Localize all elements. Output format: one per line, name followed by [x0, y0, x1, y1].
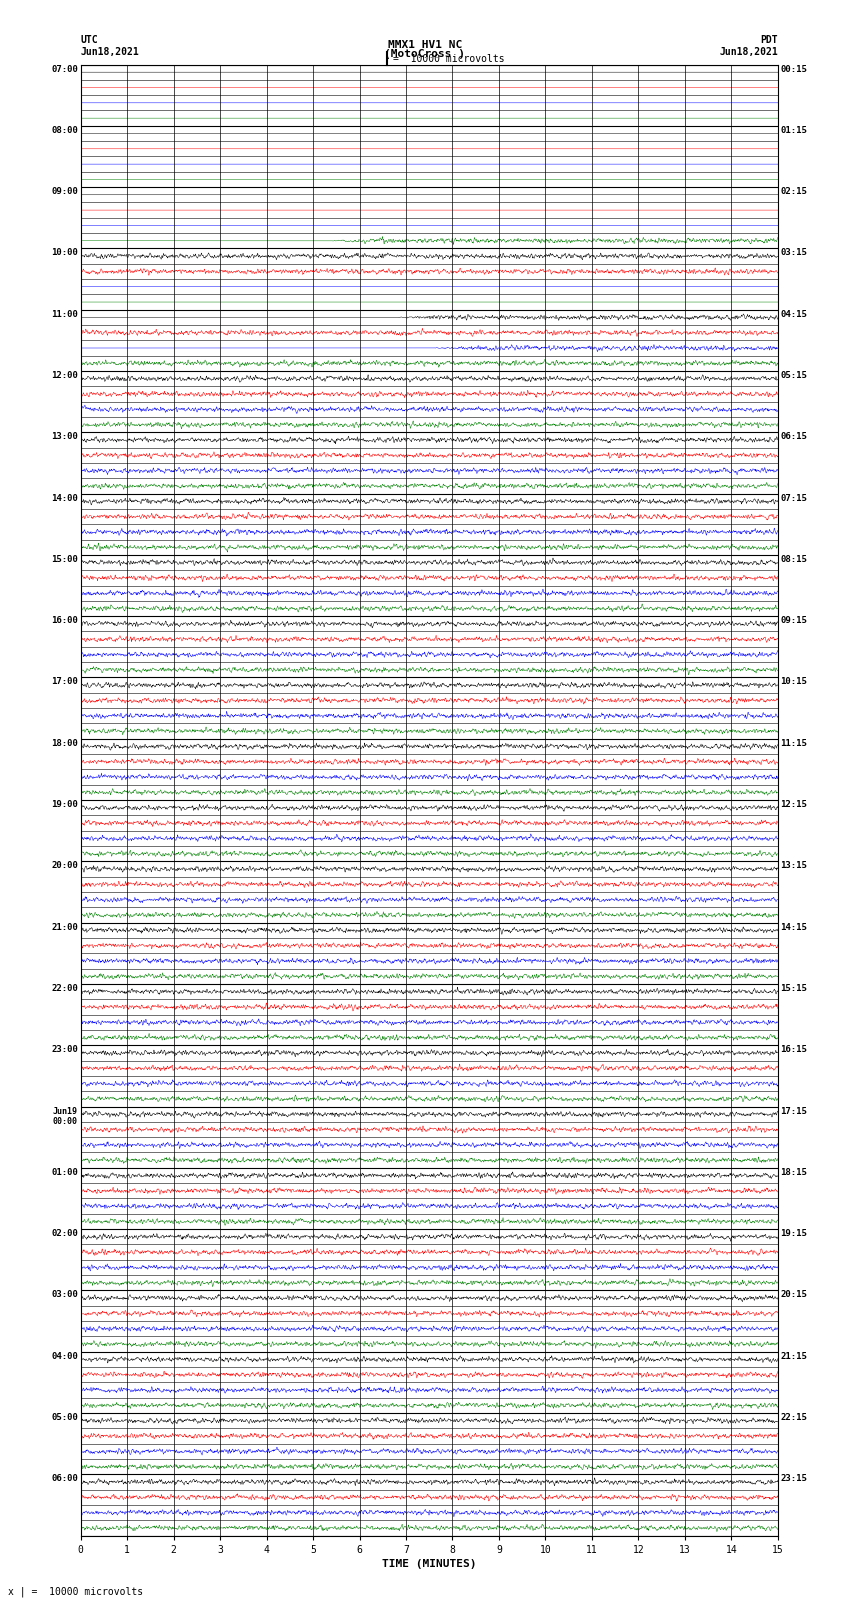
Text: 23:00: 23:00 — [51, 1045, 78, 1055]
Text: UTC: UTC — [81, 35, 99, 45]
Text: 17:00: 17:00 — [51, 677, 78, 687]
Text: 02:15: 02:15 — [780, 187, 808, 197]
Text: 01:00: 01:00 — [51, 1168, 78, 1177]
Text: 16:15: 16:15 — [780, 1045, 808, 1055]
Text: PDT: PDT — [760, 35, 778, 45]
Text: Jun18,2021: Jun18,2021 — [81, 47, 139, 56]
Text: 15:00: 15:00 — [51, 555, 78, 565]
Text: =  10000 microvolts: = 10000 microvolts — [393, 53, 504, 65]
Text: 23:15: 23:15 — [780, 1474, 808, 1484]
Text: 14:15: 14:15 — [780, 923, 808, 932]
Text: 15:15: 15:15 — [780, 984, 808, 994]
Text: 00:15: 00:15 — [780, 65, 808, 74]
Text: 07:00: 07:00 — [51, 65, 78, 74]
Text: 18:00: 18:00 — [51, 739, 78, 748]
Text: 22:15: 22:15 — [780, 1413, 808, 1423]
Text: 09:00: 09:00 — [51, 187, 78, 197]
Text: 11:15: 11:15 — [780, 739, 808, 748]
Text: 16:00: 16:00 — [51, 616, 78, 626]
Text: 17:15: 17:15 — [780, 1107, 808, 1116]
Text: 21:15: 21:15 — [780, 1352, 808, 1361]
Text: 03:15: 03:15 — [780, 248, 808, 258]
Text: 20:15: 20:15 — [780, 1290, 808, 1300]
Text: MMX1 HV1 NC: MMX1 HV1 NC — [388, 39, 462, 50]
Text: 05:15: 05:15 — [780, 371, 808, 381]
Text: 10:15: 10:15 — [780, 677, 808, 687]
Text: 20:00: 20:00 — [51, 861, 78, 871]
Text: 11:00: 11:00 — [51, 310, 78, 319]
Text: 09:15: 09:15 — [780, 616, 808, 626]
Text: 10:00: 10:00 — [51, 248, 78, 258]
Text: 01:15: 01:15 — [780, 126, 808, 135]
Text: 04:00: 04:00 — [51, 1352, 78, 1361]
Text: 14:00: 14:00 — [51, 494, 78, 503]
Text: 12:00: 12:00 — [51, 371, 78, 381]
Text: (MotoCross ): (MotoCross ) — [384, 50, 466, 60]
X-axis label: TIME (MINUTES): TIME (MINUTES) — [382, 1558, 477, 1569]
Text: 08:00: 08:00 — [51, 126, 78, 135]
Text: 22:00: 22:00 — [51, 984, 78, 994]
Text: x | =  10000 microvolts: x | = 10000 microvolts — [8, 1586, 144, 1597]
Text: Jun19
00:00: Jun19 00:00 — [53, 1107, 78, 1126]
Text: 19:15: 19:15 — [780, 1229, 808, 1239]
Text: 03:00: 03:00 — [51, 1290, 78, 1300]
Text: 05:00: 05:00 — [51, 1413, 78, 1423]
Text: 21:00: 21:00 — [51, 923, 78, 932]
Text: 06:15: 06:15 — [780, 432, 808, 442]
Text: 18:15: 18:15 — [780, 1168, 808, 1177]
Text: 13:00: 13:00 — [51, 432, 78, 442]
Text: 07:15: 07:15 — [780, 494, 808, 503]
Text: Jun18,2021: Jun18,2021 — [719, 47, 778, 56]
Text: 06:00: 06:00 — [51, 1474, 78, 1484]
Text: 08:15: 08:15 — [780, 555, 808, 565]
Text: 02:00: 02:00 — [51, 1229, 78, 1239]
Text: 13:15: 13:15 — [780, 861, 808, 871]
Text: 19:00: 19:00 — [51, 800, 78, 810]
Text: 12:15: 12:15 — [780, 800, 808, 810]
Text: 04:15: 04:15 — [780, 310, 808, 319]
